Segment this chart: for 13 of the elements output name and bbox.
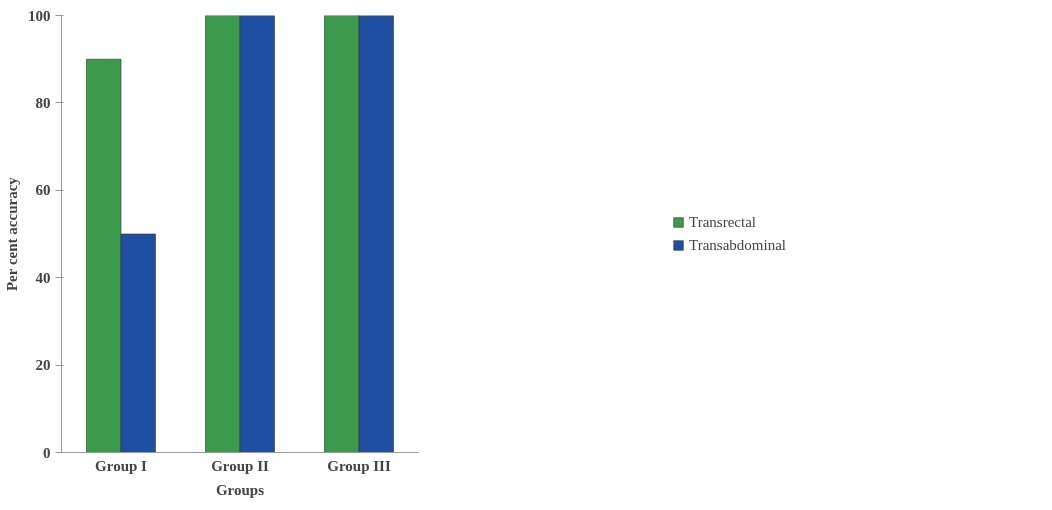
x-axis-title: Groups	[215, 481, 265, 498]
y-tick-label: 0	[43, 444, 51, 461]
legend-label: Transabdominal	[689, 236, 786, 254]
y-tick-label: 20	[35, 357, 51, 374]
y-tick-label: 80	[35, 94, 51, 111]
y-axis-title: Per cent accuracy	[4, 176, 20, 292]
x-tick-label: Group III	[327, 457, 391, 474]
y-tick-label: 40	[35, 269, 51, 286]
x-tick-label: Group I	[95, 457, 148, 474]
y-tick-label: 60	[35, 182, 51, 199]
y-tick-label: 100	[28, 7, 51, 24]
legend-label: Transrectal	[689, 213, 756, 231]
x-tick-label: Group II	[211, 457, 269, 474]
